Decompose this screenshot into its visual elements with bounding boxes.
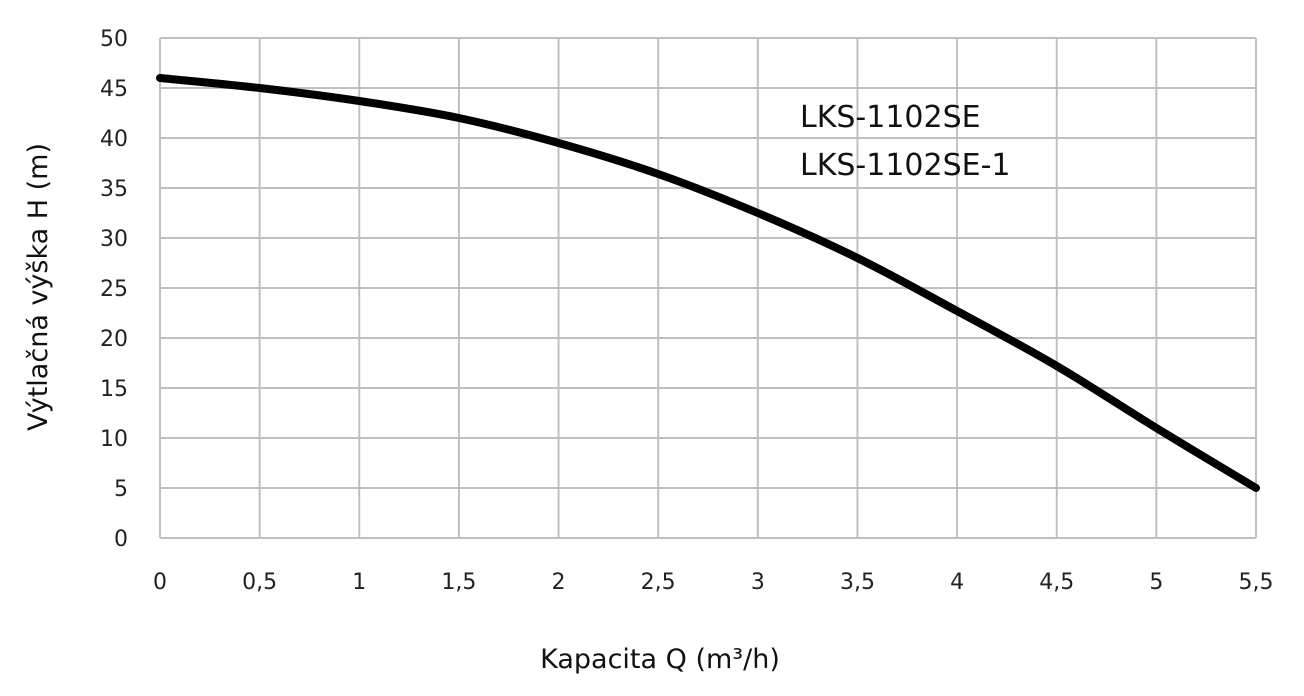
annotation-model-2: LKS-1102SE-1	[800, 148, 1011, 183]
x-tick-label: 2,5	[641, 570, 676, 595]
x-axis-title: Kapacita Q (m³/h)	[540, 644, 780, 675]
x-tick-label: 0,5	[242, 570, 277, 595]
x-tick-label: 3,5	[840, 570, 875, 595]
y-tick-label: 30	[100, 227, 128, 252]
series-line	[156, 74, 1260, 492]
y-tick-label: 20	[100, 327, 128, 352]
y-tick-label: 15	[100, 377, 128, 402]
x-tick-label: 2	[552, 570, 566, 595]
x-tick-labels: 0 0,5 1 1,5 2 2,5 3 3,5 4 4,5 5 5,5	[153, 570, 1274, 595]
y-tick-label: 5	[114, 477, 128, 502]
y-tick-label: 25	[100, 277, 128, 302]
y-tick-labels: 0 5 10 15 20 25 30 35 40 45 50	[100, 27, 128, 552]
x-tick-label: 1	[352, 570, 366, 595]
y-tick-label: 35	[100, 177, 128, 202]
x-tick-label: 4,5	[1039, 570, 1074, 595]
annotation-model-1: LKS-1102SE	[800, 100, 981, 135]
y-tick-label: 0	[114, 527, 128, 552]
series-layer	[156, 74, 1260, 492]
y-tick-label: 40	[100, 127, 128, 152]
grid	[159, 37, 1257, 539]
y-tick-label: 10	[100, 427, 128, 452]
x-tick-label: 5	[1149, 570, 1163, 595]
x-tick-label: 5,5	[1239, 570, 1274, 595]
y-tick-label: 50	[100, 27, 128, 52]
x-tick-label: 0	[153, 570, 167, 595]
y-axis-title: Výtlačná výška H (m)	[23, 143, 54, 431]
x-tick-label: 3	[751, 570, 765, 595]
x-tick-label: 4	[950, 570, 964, 595]
x-tick-label: 1,5	[441, 570, 476, 595]
y-tick-label: 45	[100, 77, 128, 102]
